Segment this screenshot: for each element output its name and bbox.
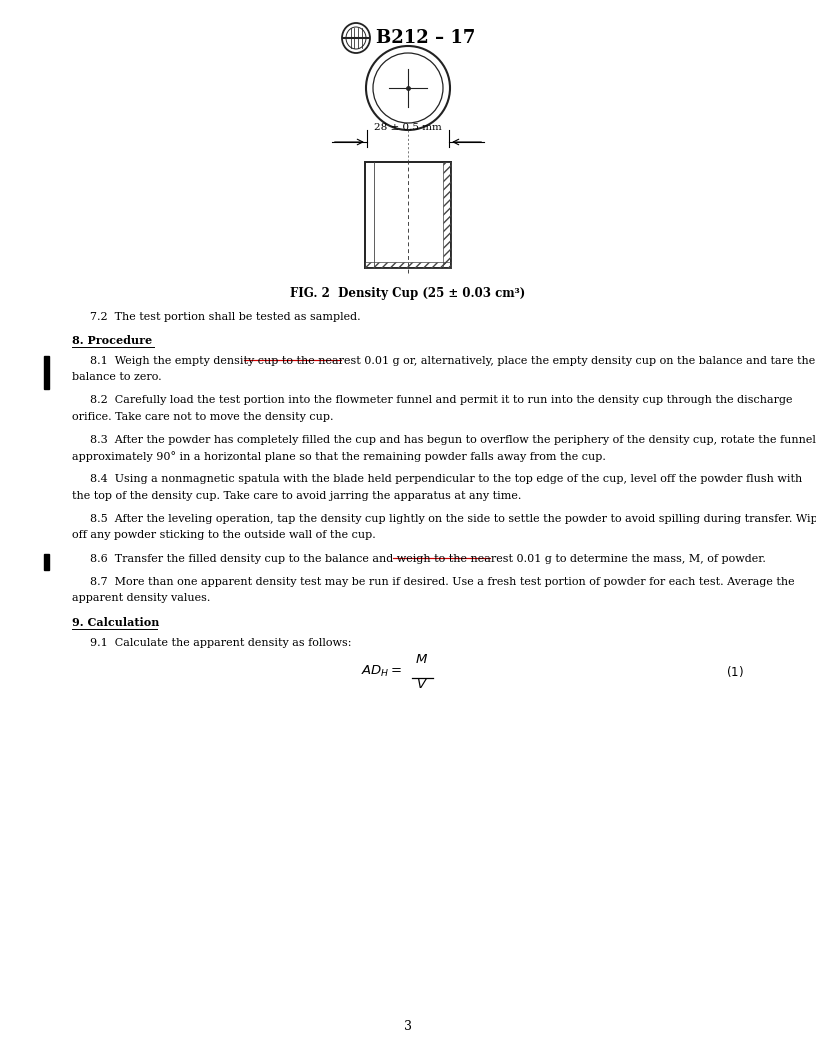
Text: off any powder sticking to the outside wall of the cup.: off any powder sticking to the outside w… — [72, 530, 375, 541]
Text: balance to zero.: balance to zero. — [72, 372, 162, 382]
Text: $\mathit{V}$: $\mathit{V}$ — [416, 678, 428, 691]
Bar — [44, 356, 50, 390]
Text: FIG. 2  Density Cup (25 ± 0.03 cm³): FIG. 2 Density Cup (25 ± 0.03 cm³) — [290, 287, 526, 300]
Text: 8.1  Weigh the empty density cup to the nearest 0.01 g or, alternatively, place : 8.1 Weigh the empty density cup to the n… — [90, 356, 815, 365]
Text: approximately 90° in a horizontal plane so that the remaining powder falls away : approximately 90° in a horizontal plane … — [72, 451, 605, 461]
Text: 9.1  Calculate the apparent density as follows:: 9.1 Calculate the apparent density as fo… — [90, 638, 352, 647]
Text: $\mathit{M}$: $\mathit{M}$ — [415, 653, 428, 666]
Bar — [442, 162, 451, 268]
Text: 8.3  After the powder has completely filled the cup and has begun to overflow th: 8.3 After the powder has completely fill… — [90, 435, 816, 445]
Text: 8.4  Using a nonmagnetic spatula with the blade held perpendicular to the top ed: 8.4 Using a nonmagnetic spatula with the… — [90, 474, 802, 485]
Text: 8.6  Transfer the filled density cup to the balance and weigh to the nearest 0.0: 8.6 Transfer the filled density cup to t… — [90, 553, 766, 564]
Text: 3: 3 — [404, 1019, 412, 1033]
Text: B212 – 17: B212 – 17 — [376, 29, 476, 48]
Text: 7.2  The test portion shall be tested as sampled.: 7.2 The test portion shall be tested as … — [90, 312, 361, 322]
Text: $(1)$: $(1)$ — [726, 664, 744, 679]
Text: 28 ± 0.5 mm: 28 ± 0.5 mm — [374, 122, 442, 132]
Text: 8. Procedure: 8. Procedure — [72, 336, 152, 346]
Bar — [44, 553, 50, 570]
Text: orifice. Take care not to move the density cup.: orifice. Take care not to move the densi… — [72, 412, 334, 421]
Text: apparent density values.: apparent density values. — [72, 593, 211, 603]
Bar — [365, 263, 451, 268]
Text: $\mathit{AD}_{\mathit{H}} =$: $\mathit{AD}_{\mathit{H}} =$ — [361, 664, 403, 679]
Text: 9. Calculation: 9. Calculation — [72, 618, 159, 628]
Text: 8.7  More than one apparent density test may be run if desired. Use a fresh test: 8.7 More than one apparent density test … — [90, 577, 795, 587]
Text: the top of the density cup. Take care to avoid jarring the apparatus at any time: the top of the density cup. Take care to… — [72, 491, 521, 501]
Text: 8.2  Carefully load the test portion into the flowmeter funnel and permit it to : 8.2 Carefully load the test portion into… — [90, 395, 792, 406]
Bar — [365, 162, 451, 268]
Text: 8.5  After the leveling operation, tap the density cup lightly on the side to se: 8.5 After the leveling operation, tap th… — [90, 514, 816, 524]
